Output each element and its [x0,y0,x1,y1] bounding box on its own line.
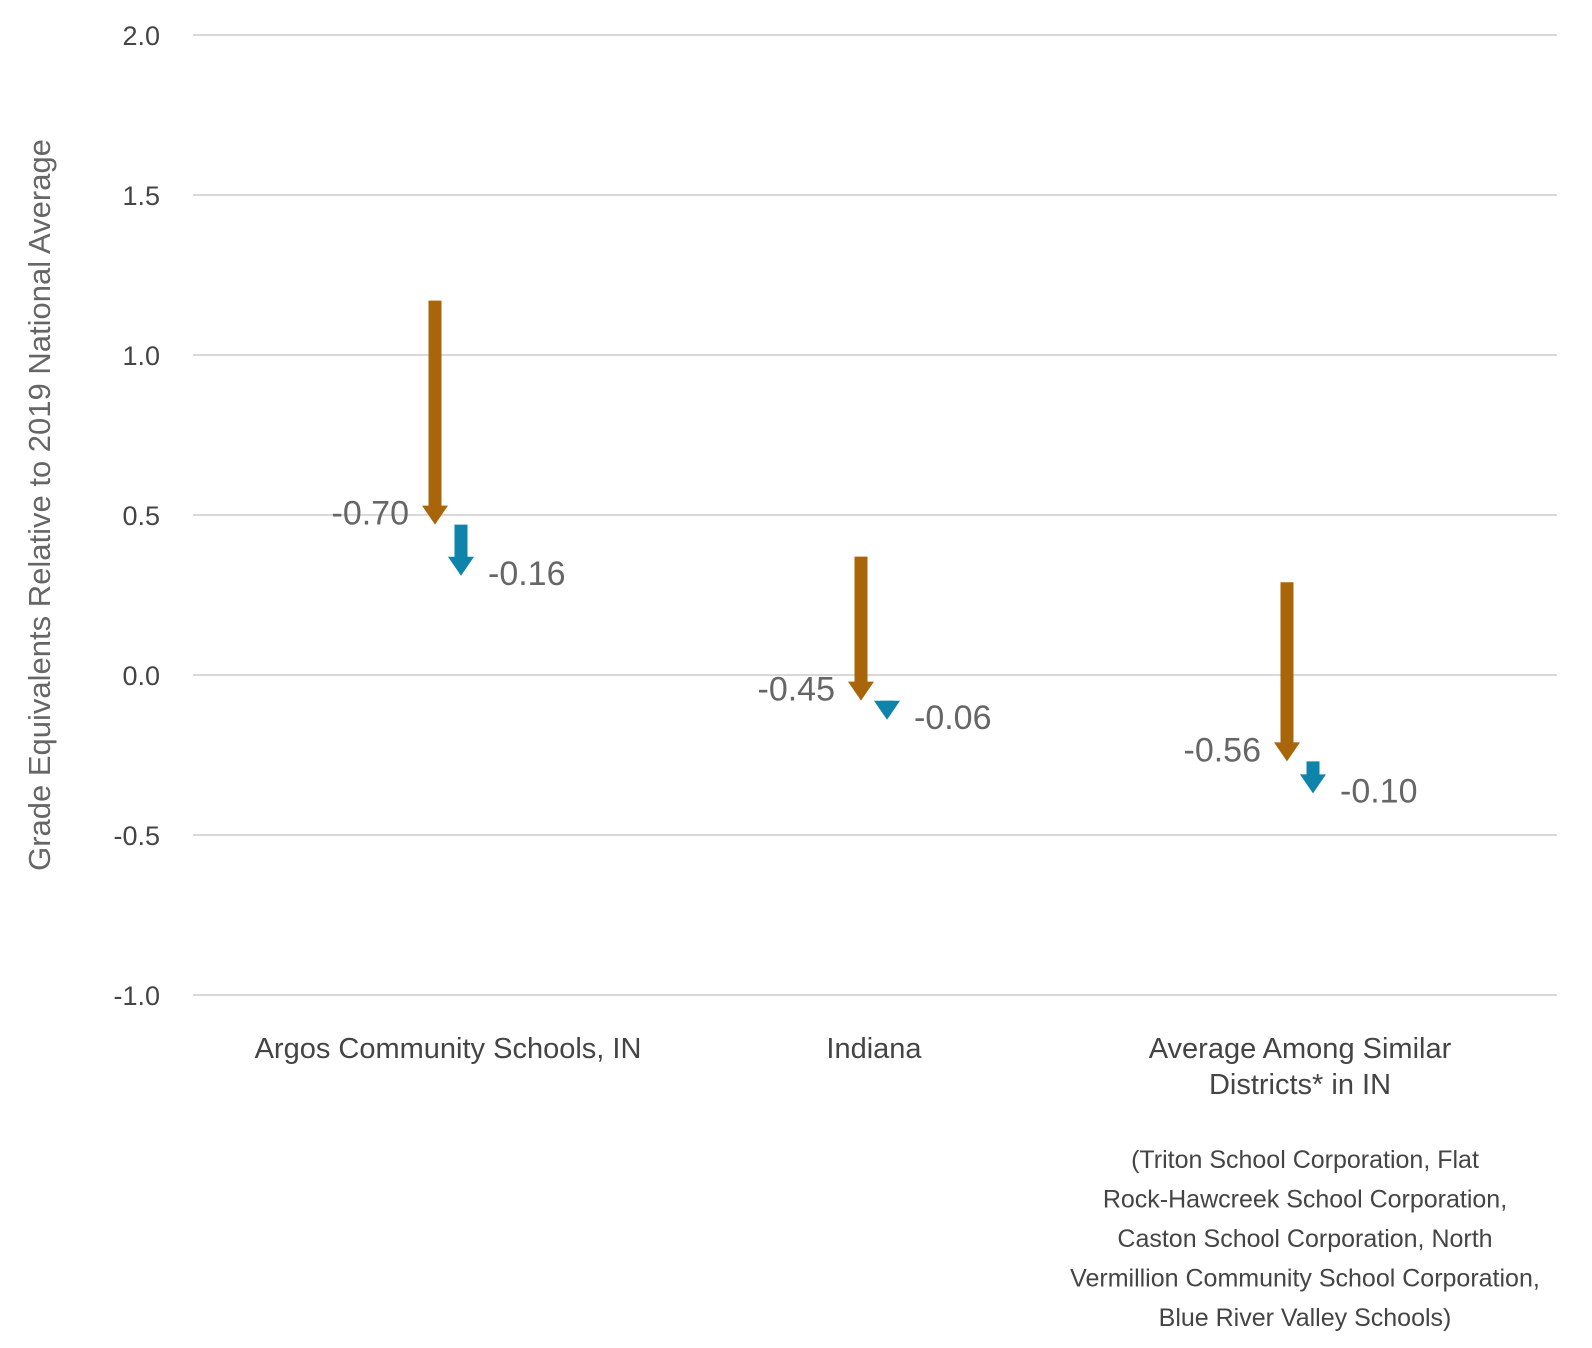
category-note-line: Vermillion Community School Corporation, [1070,1265,1540,1293]
arrow-primary [1274,582,1300,762]
data-label: -0.16 [488,555,566,593]
category-note-line: Rock-Hawcreek School Corporation, [1103,1186,1507,1214]
data-label: -0.70 [332,495,410,533]
category-label: Indiana [826,1033,922,1065]
y-axis-label: Grade Equivalents Relative to 2019 Natio… [22,139,57,871]
y-tick-label: 2.0 [122,21,160,51]
category-label: Districts* in IN [1209,1069,1391,1101]
data-label: -0.10 [1340,772,1418,810]
y-tick-label: 0.5 [122,501,160,531]
y-tick-label: 1.0 [122,341,160,371]
y-tick-label: -0.5 [113,821,160,851]
y-tick-label: -1.0 [113,981,160,1011]
category-label: Argos Community Schools, IN [255,1033,642,1065]
category-note-line: Blue River Valley Schools) [1159,1304,1452,1332]
y-tick-label: 1.5 [122,181,160,211]
category-label: Average Among Similar [1149,1033,1452,1065]
x-axis-categories: Argos Community Schools, IN Indiana Averag… [255,1033,1452,1101]
data-label: -0.06 [914,699,992,737]
arrow-primary [422,300,448,525]
arrow-secondary [448,524,474,576]
category-note: (Triton School Corporation, Flat Rock-Haw… [1070,1146,1540,1332]
arrow-primary [848,556,874,701]
data-label: -0.45 [758,671,836,709]
arrow-secondary [874,700,900,720]
category-note-line: Caston School Corporation, North [1117,1225,1492,1253]
arrow-marks: -0.70 -0.45 -0.56 -0.16 -0.06 -0.10 [332,300,1418,810]
grid-lines [193,34,1557,996]
y-axis-ticks: 2.0 1.5 1.0 0.5 0.0 -0.5 -1.0 [113,21,160,1011]
data-label: -0.56 [1184,731,1262,769]
arrow-secondary [1300,761,1326,794]
category-note-line: (Triton School Corporation, Flat [1131,1146,1479,1174]
y-tick-label: 0.0 [122,661,160,691]
